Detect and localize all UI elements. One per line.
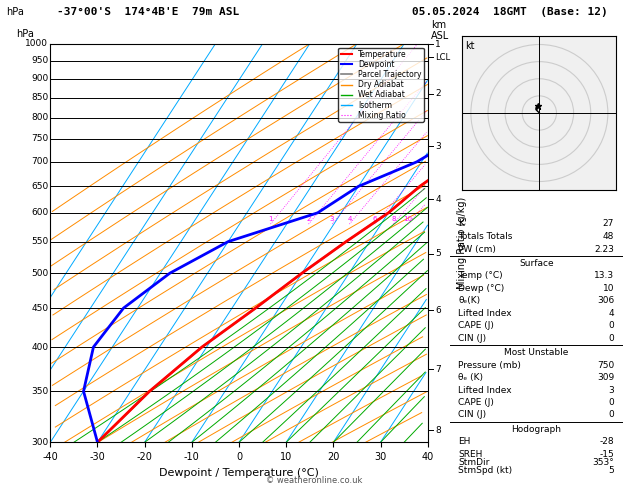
Text: 1: 1 [269, 216, 273, 222]
Text: 10: 10 [603, 284, 614, 293]
Text: Temp (°C): Temp (°C) [459, 271, 503, 280]
Text: -37°00'S  174°4B'E  79m ASL: -37°00'S 174°4B'E 79m ASL [57, 7, 239, 17]
Text: 550: 550 [31, 237, 48, 246]
Text: 2.23: 2.23 [594, 244, 614, 254]
Text: θₑ (K): θₑ (K) [459, 373, 483, 382]
Text: 2: 2 [306, 216, 311, 222]
Text: kt: kt [465, 40, 475, 51]
Text: -15: -15 [599, 450, 614, 459]
Text: 350: 350 [31, 387, 48, 396]
Text: hPa: hPa [6, 7, 24, 17]
Text: -28: -28 [599, 437, 614, 446]
Text: 309: 309 [597, 373, 614, 382]
Text: 0: 0 [608, 321, 614, 330]
Text: 750: 750 [597, 361, 614, 369]
Text: Lifted Index: Lifted Index [459, 385, 512, 395]
Text: 450: 450 [31, 304, 48, 312]
Text: 4: 4 [435, 195, 441, 204]
Text: Lifted Index: Lifted Index [459, 309, 512, 318]
Text: 500: 500 [31, 269, 48, 278]
Text: Surface: Surface [519, 259, 554, 268]
Text: CAPE (J): CAPE (J) [459, 398, 494, 407]
Text: θₑ(K): θₑ(K) [459, 296, 481, 305]
Text: 3: 3 [435, 141, 441, 151]
Text: CIN (J): CIN (J) [459, 411, 486, 419]
Text: 3: 3 [608, 385, 614, 395]
Text: Dewp (°C): Dewp (°C) [459, 284, 504, 293]
Text: 950: 950 [31, 56, 48, 65]
Text: EH: EH [459, 437, 470, 446]
Text: 0: 0 [608, 334, 614, 343]
Text: 750: 750 [31, 135, 48, 143]
Text: Most Unstable: Most Unstable [504, 348, 569, 357]
Text: 8: 8 [391, 216, 396, 222]
Text: 1: 1 [435, 40, 441, 49]
Text: 5: 5 [608, 466, 614, 475]
Text: 13.3: 13.3 [594, 271, 614, 280]
Text: 27: 27 [603, 219, 614, 227]
Text: 5: 5 [435, 249, 441, 259]
Text: CIN (J): CIN (J) [459, 334, 486, 343]
Text: 700: 700 [31, 157, 48, 166]
Text: 1000: 1000 [25, 39, 48, 48]
Text: Mixing Ratio (g/kg): Mixing Ratio (g/kg) [457, 197, 467, 289]
Text: 8: 8 [435, 426, 441, 435]
Text: PW (cm): PW (cm) [459, 244, 496, 254]
Text: 300: 300 [31, 438, 48, 447]
Text: 05.05.2024  18GMT  (Base: 12): 05.05.2024 18GMT (Base: 12) [412, 7, 608, 17]
Text: 800: 800 [31, 113, 48, 122]
Text: CAPE (J): CAPE (J) [459, 321, 494, 330]
Text: StmDir: StmDir [459, 458, 490, 468]
Text: 650: 650 [31, 182, 48, 191]
Text: StmSpd (kt): StmSpd (kt) [459, 466, 513, 475]
Text: 0: 0 [608, 398, 614, 407]
Text: 400: 400 [31, 343, 48, 351]
Text: hPa: hPa [16, 29, 33, 39]
Text: LCL: LCL [435, 53, 450, 62]
Text: Hodograph: Hodograph [511, 425, 561, 434]
Text: Totals Totals: Totals Totals [459, 232, 513, 241]
Text: SREH: SREH [459, 450, 483, 459]
Text: 48: 48 [603, 232, 614, 241]
Text: Pressure (mb): Pressure (mb) [459, 361, 521, 369]
Text: 306: 306 [597, 296, 614, 305]
Text: 6: 6 [372, 216, 377, 222]
Legend: Temperature, Dewpoint, Parcel Trajectory, Dry Adiabat, Wet Adiabat, Isotherm, Mi: Temperature, Dewpoint, Parcel Trajectory… [338, 48, 424, 122]
Text: 4: 4 [608, 309, 614, 318]
X-axis label: Dewpoint / Temperature (°C): Dewpoint / Temperature (°C) [159, 468, 319, 478]
Text: 10: 10 [404, 216, 413, 222]
Text: © weatheronline.co.uk: © weatheronline.co.uk [266, 476, 363, 485]
Text: 0: 0 [608, 411, 614, 419]
Text: 6: 6 [435, 306, 441, 315]
Text: 353°: 353° [593, 458, 614, 468]
Text: 900: 900 [31, 74, 48, 83]
Text: km
ASL: km ASL [431, 20, 449, 41]
Text: K: K [459, 219, 464, 227]
Text: 2: 2 [435, 89, 441, 98]
Text: 4: 4 [347, 216, 352, 222]
Text: 850: 850 [31, 93, 48, 102]
Text: 600: 600 [31, 208, 48, 217]
Text: 3: 3 [330, 216, 335, 222]
Text: 7: 7 [435, 365, 441, 374]
